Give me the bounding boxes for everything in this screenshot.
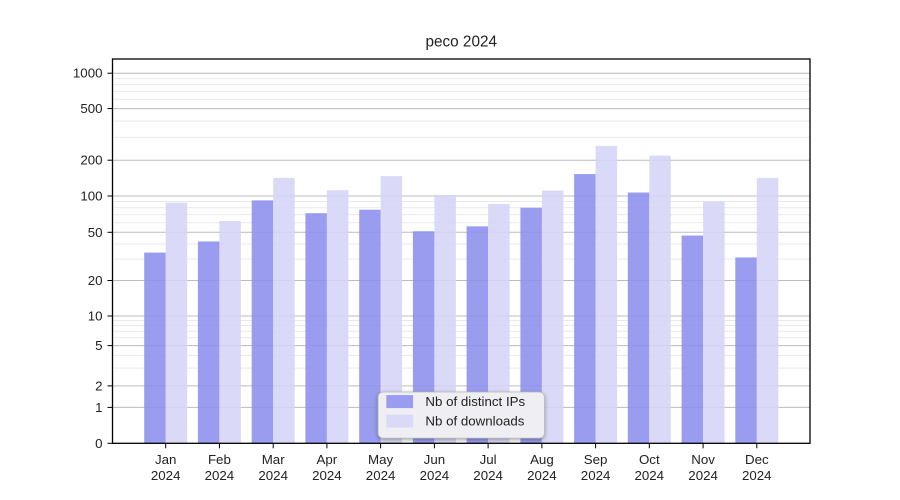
svg-text:2024: 2024: [742, 468, 772, 483]
svg-text:200: 200: [80, 153, 102, 168]
svg-text:2024: 2024: [688, 468, 718, 483]
svg-text:peco 2024: peco 2024: [426, 34, 498, 51]
svg-text:2024: 2024: [205, 468, 235, 483]
svg-text:2024: 2024: [151, 468, 181, 483]
svg-text:20: 20: [88, 273, 103, 288]
svg-text:Jan: Jan: [155, 452, 176, 467]
svg-text:1000: 1000: [73, 66, 103, 81]
svg-text:2024: 2024: [635, 468, 665, 483]
svg-text:100: 100: [80, 189, 102, 204]
svg-text:Jul: Jul: [480, 452, 497, 467]
svg-text:2024: 2024: [581, 468, 611, 483]
svg-text:Feb: Feb: [208, 452, 231, 467]
svg-text:Nb of downloads: Nb of downloads: [425, 414, 524, 429]
svg-text:Nov: Nov: [691, 452, 715, 467]
svg-text:2024: 2024: [258, 468, 288, 483]
svg-text:2024: 2024: [366, 468, 396, 483]
svg-text:Apr: Apr: [317, 452, 338, 467]
svg-text:2024: 2024: [527, 468, 557, 483]
svg-text:Sep: Sep: [584, 452, 608, 467]
svg-text:Oct: Oct: [639, 452, 660, 467]
svg-text:2: 2: [95, 378, 102, 393]
svg-text:2024: 2024: [420, 468, 450, 483]
svg-text:May: May: [368, 452, 393, 467]
svg-text:10: 10: [88, 309, 103, 324]
svg-text:Jun: Jun: [424, 452, 445, 467]
svg-text:Dec: Dec: [745, 452, 769, 467]
svg-text:2024: 2024: [312, 468, 342, 483]
svg-text:2024: 2024: [473, 468, 503, 483]
svg-text:500: 500: [80, 101, 102, 116]
svg-text:50: 50: [88, 225, 103, 240]
svg-text:0: 0: [95, 436, 102, 451]
svg-text:Mar: Mar: [262, 452, 285, 467]
svg-text:5: 5: [95, 338, 102, 353]
svg-text:Nb of distinct IPs: Nb of distinct IPs: [425, 394, 525, 409]
svg-text:Aug: Aug: [530, 452, 554, 467]
svg-text:1: 1: [95, 400, 102, 415]
